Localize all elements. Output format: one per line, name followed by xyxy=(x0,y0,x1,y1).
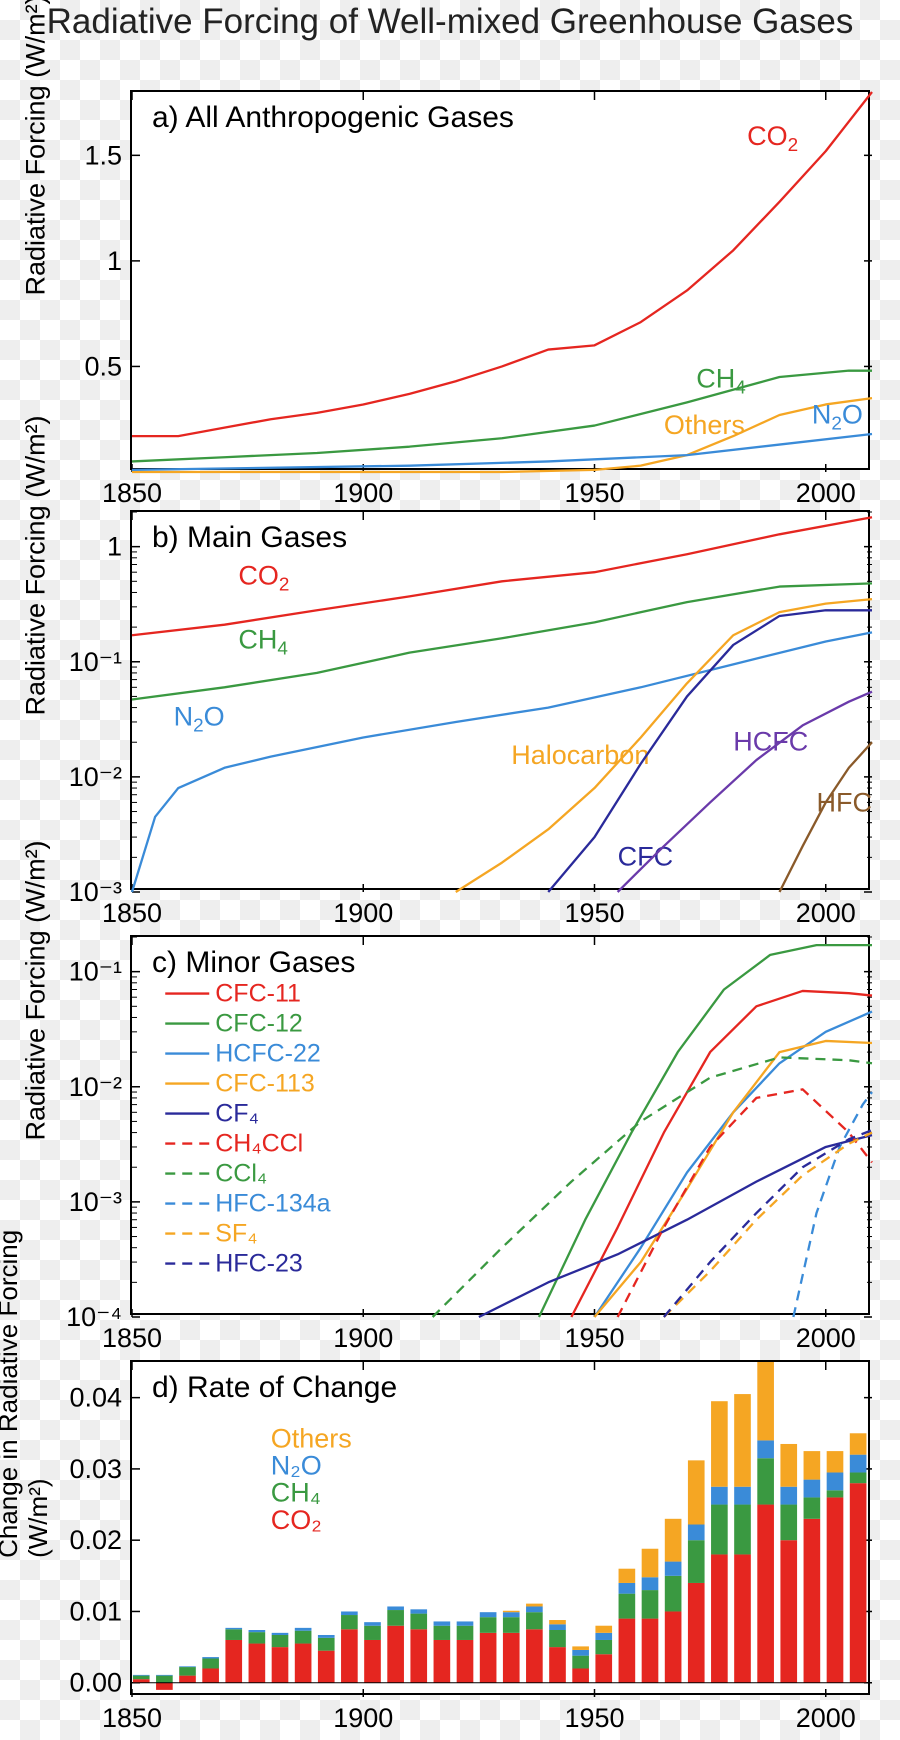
svg-text:Halocarbon: Halocarbon xyxy=(511,740,649,770)
svg-text:CO2: CO2 xyxy=(238,560,289,595)
svg-text:2000: 2000 xyxy=(796,898,856,928)
ylabel-b: Radiative Forcing (W/m²) xyxy=(21,692,52,716)
svg-text:CH₄CCl: CH₄CCl xyxy=(215,1130,303,1158)
svg-text:1900: 1900 xyxy=(333,1323,393,1353)
panel-c: 185019001950200010⁻⁴10⁻³10⁻²10⁻¹c) Minor… xyxy=(130,935,870,1315)
svg-text:CO₂: CO₂ xyxy=(271,1505,322,1535)
svg-text:1950: 1950 xyxy=(564,478,624,508)
svg-text:2000: 2000 xyxy=(796,1703,856,1733)
panel-d: 18501900195020000.000.010.020.030.04d) R… xyxy=(130,1360,870,1695)
svg-text:0.03: 0.03 xyxy=(69,1454,122,1484)
svg-text:HCFC: HCFC xyxy=(733,726,808,756)
svg-text:0.02: 0.02 xyxy=(69,1525,122,1555)
svg-text:1850: 1850 xyxy=(102,1703,162,1733)
svg-text:2000: 2000 xyxy=(796,1323,856,1353)
svg-text:0.01: 0.01 xyxy=(69,1596,122,1626)
svg-text:10⁻¹: 10⁻¹ xyxy=(69,957,122,987)
svg-text:0.5: 0.5 xyxy=(84,351,122,381)
svg-text:a) All Anthropogenic Gases: a) All Anthropogenic Gases xyxy=(152,101,514,134)
svg-text:10⁻²: 10⁻² xyxy=(69,762,122,792)
svg-text:1900: 1900 xyxy=(333,898,393,928)
svg-text:0.00: 0.00 xyxy=(69,1668,122,1698)
page-title: Radiative Forcing of Well-mixed Greenhou… xyxy=(10,2,890,42)
svg-text:CH4: CH4 xyxy=(238,625,288,660)
svg-text:1900: 1900 xyxy=(333,478,393,508)
svg-text:1950: 1950 xyxy=(564,1323,624,1353)
svg-text:SF₄: SF₄ xyxy=(215,1220,257,1248)
svg-text:HFC-134a: HFC-134a xyxy=(215,1190,330,1218)
svg-text:HFC-23: HFC-23 xyxy=(215,1250,303,1278)
svg-text:1950: 1950 xyxy=(564,1703,624,1733)
svg-text:10⁻²: 10⁻² xyxy=(69,1072,122,1102)
svg-text:N2O: N2O xyxy=(174,701,225,736)
svg-text:1900: 1900 xyxy=(333,1703,393,1733)
svg-text:0.04: 0.04 xyxy=(69,1383,122,1413)
svg-text:CO2: CO2 xyxy=(747,121,798,156)
ylabel-a: Radiative Forcing (W/m²) xyxy=(21,272,52,296)
svg-text:CH4: CH4 xyxy=(696,364,746,399)
svg-text:1: 1 xyxy=(107,532,122,562)
svg-text:c) Minor Gases: c) Minor Gases xyxy=(152,946,355,979)
svg-text:Others: Others xyxy=(664,410,745,440)
svg-text:N₂O: N₂O xyxy=(271,1451,322,1481)
svg-text:CF₄: CF₄ xyxy=(215,1100,259,1128)
ylabel-d: Change in Radiative Forcing(W/m²) xyxy=(0,1533,54,1557)
svg-text:HFC: HFC xyxy=(817,788,873,818)
svg-text:b) Main Gases: b) Main Gases xyxy=(152,521,347,554)
svg-text:CH₄: CH₄ xyxy=(271,1478,321,1508)
svg-text:1: 1 xyxy=(107,246,122,276)
svg-text:10⁻⁴: 10⁻⁴ xyxy=(66,1302,122,1332)
panel-b: 185019001950200010⁻³10⁻²10⁻¹1b) Main Gas… xyxy=(130,510,870,890)
svg-text:CCl₄: CCl₄ xyxy=(215,1160,267,1188)
svg-text:CFC-12: CFC-12 xyxy=(215,1010,303,1038)
svg-text:10⁻³: 10⁻³ xyxy=(69,877,122,907)
svg-text:HCFC-22: HCFC-22 xyxy=(215,1040,321,1068)
svg-text:Others: Others xyxy=(271,1424,352,1454)
svg-text:CFC-113: CFC-113 xyxy=(215,1070,315,1098)
svg-text:N2O: N2O xyxy=(812,399,863,434)
svg-text:1.5: 1.5 xyxy=(84,140,122,170)
svg-text:d) Rate of Change: d) Rate of Change xyxy=(152,1371,397,1404)
svg-text:10⁻¹: 10⁻¹ xyxy=(69,647,122,677)
svg-text:CFC-11: CFC-11 xyxy=(215,980,301,1008)
ylabel-c: Radiative Forcing (W/m²) xyxy=(21,1117,52,1141)
svg-text:1850: 1850 xyxy=(102,478,162,508)
svg-text:1950: 1950 xyxy=(564,898,624,928)
svg-text:2000: 2000 xyxy=(796,478,856,508)
panel-a: 18501900195020000.511.5a) All Anthropoge… xyxy=(130,90,870,470)
svg-text:10⁻³: 10⁻³ xyxy=(69,1187,122,1217)
